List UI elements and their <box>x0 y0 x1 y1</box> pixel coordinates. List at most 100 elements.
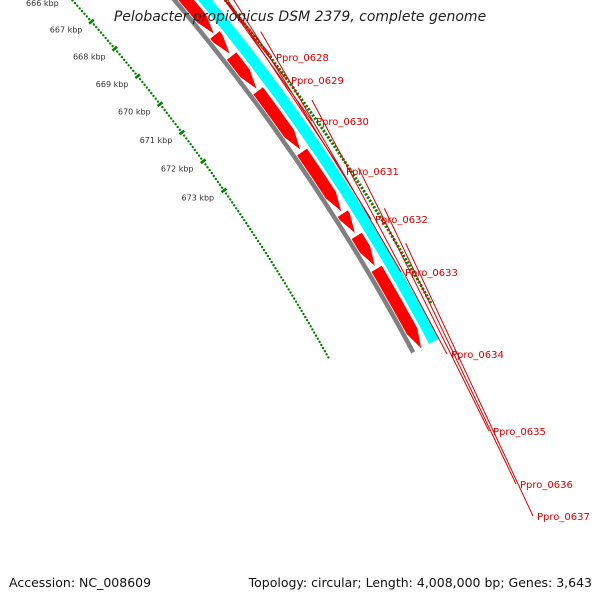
minor-tick-dot <box>239 213 242 216</box>
gene-leader-line <box>260 31 402 273</box>
minor-tick-dot <box>78 7 81 10</box>
minor-tick-dot <box>325 353 328 356</box>
minor-tick-dot <box>204 163 207 166</box>
minor-tick-dot <box>320 343 323 347</box>
minor-tick-dot <box>233 204 236 207</box>
minor-tick-dot <box>73 1 77 5</box>
gene-label: Ppro_0636 <box>520 480 573 491</box>
minor-tick-dot <box>99 31 103 34</box>
outer-tick <box>358 183 362 187</box>
minor-tick-dot <box>85 15 89 18</box>
minor-tick-dot <box>318 340 321 344</box>
minor-tick-dot <box>178 128 182 132</box>
minor-tick-dot <box>208 168 211 172</box>
gene-label: Ppro_0635 <box>493 427 546 438</box>
gene-leader-line <box>224 0 288 81</box>
minor-tick-dot <box>287 288 290 291</box>
minor-tick-dot <box>214 177 218 181</box>
minor-tick-dot <box>87 17 91 21</box>
minor-tick-dot <box>195 151 199 154</box>
minor-tick-dot <box>120 55 124 59</box>
outer-tick <box>332 145 337 149</box>
gene-label: Ppro_0629 <box>291 76 344 87</box>
minor-tick-dot <box>283 282 287 285</box>
minor-tick-dot <box>313 331 316 334</box>
kbp-label: 666 kbp <box>26 0 59 8</box>
outer-tick <box>315 119 320 124</box>
outer-tick <box>370 202 375 206</box>
minor-tick-dot <box>165 111 168 115</box>
outer-tick <box>309 110 313 115</box>
minor-tick-dot <box>274 266 277 270</box>
minor-tick-dot <box>291 294 294 297</box>
kbp-tick <box>88 18 95 25</box>
minor-tick-dot <box>323 350 327 353</box>
minor-tick-dot <box>314 334 318 337</box>
minor-tick-dot <box>281 279 285 282</box>
cds-arrow <box>297 148 342 212</box>
minor-tick-dot <box>253 233 256 237</box>
outer-tick <box>378 215 383 219</box>
cds-arrow <box>226 52 257 89</box>
kbp-tick <box>156 101 164 108</box>
gene-leader-line <box>405 243 534 517</box>
gene-leader-line <box>233 0 372 220</box>
cds-arrow <box>371 265 422 349</box>
minor-tick-dot <box>268 257 271 261</box>
minor-tick-dot <box>210 171 213 175</box>
cds-arrow <box>210 31 230 54</box>
minor-tick-dot <box>167 114 171 117</box>
minor-tick-dot <box>289 291 292 294</box>
minor-tick-dot <box>187 140 190 143</box>
minor-tick-dot <box>191 145 194 149</box>
minor-tick-dot <box>118 53 121 56</box>
outer-tick <box>353 176 358 181</box>
kbp-label: 672 kbp <box>161 164 194 173</box>
minor-tick-dot <box>116 50 119 53</box>
minor-tick-dot <box>102 34 105 37</box>
outer-tick <box>326 135 331 140</box>
minor-tick-dot <box>270 260 273 264</box>
minor-tick-dot <box>163 108 166 112</box>
minor-tick-dot <box>231 201 234 204</box>
outer-tick <box>351 173 356 177</box>
outer-tick <box>330 141 335 146</box>
minor-tick-dot <box>296 303 300 306</box>
kbp-tick <box>220 187 228 194</box>
cds-arrow <box>337 210 355 233</box>
minor-tick-dot <box>106 39 110 42</box>
kbp-tick <box>200 158 207 165</box>
minor-tick-dot <box>278 273 281 276</box>
minor-tick-dot <box>229 198 232 201</box>
minor-tick-dot <box>83 12 86 15</box>
minor-tick-dot <box>262 248 266 252</box>
minor-tick-dot <box>327 356 330 359</box>
minor-tick-dot <box>145 86 149 89</box>
gene-label: Ppro_0634 <box>451 350 504 361</box>
outer-tick <box>304 104 309 108</box>
kbp-tick <box>111 45 118 52</box>
minor-tick-dot <box>161 105 164 109</box>
gene-label: Ppro_0637 <box>537 512 590 523</box>
minor-tick-dot <box>182 134 186 137</box>
outer-tick <box>409 267 414 271</box>
minor-tick-dot <box>92 23 96 26</box>
minor-tick-dot <box>169 117 173 120</box>
minor-tick-dot <box>143 83 146 86</box>
minor-tick-dot <box>200 157 203 160</box>
minor-tick-dot <box>212 174 215 178</box>
minor-tick-dot <box>264 251 268 255</box>
outer-tick <box>322 129 326 133</box>
minor-tick-dot <box>293 297 296 300</box>
outer-tick <box>328 138 333 143</box>
minor-tick-dot <box>76 4 79 7</box>
minor-tick-dot <box>258 242 262 246</box>
outer-tick <box>362 189 366 193</box>
minor-tick-dot <box>298 306 301 310</box>
minor-tick-dot <box>154 97 157 100</box>
outer-tick <box>372 205 377 209</box>
cds-arrow <box>253 87 301 150</box>
minor-tick-dot <box>134 72 137 75</box>
minor-tick-dot <box>104 36 107 40</box>
